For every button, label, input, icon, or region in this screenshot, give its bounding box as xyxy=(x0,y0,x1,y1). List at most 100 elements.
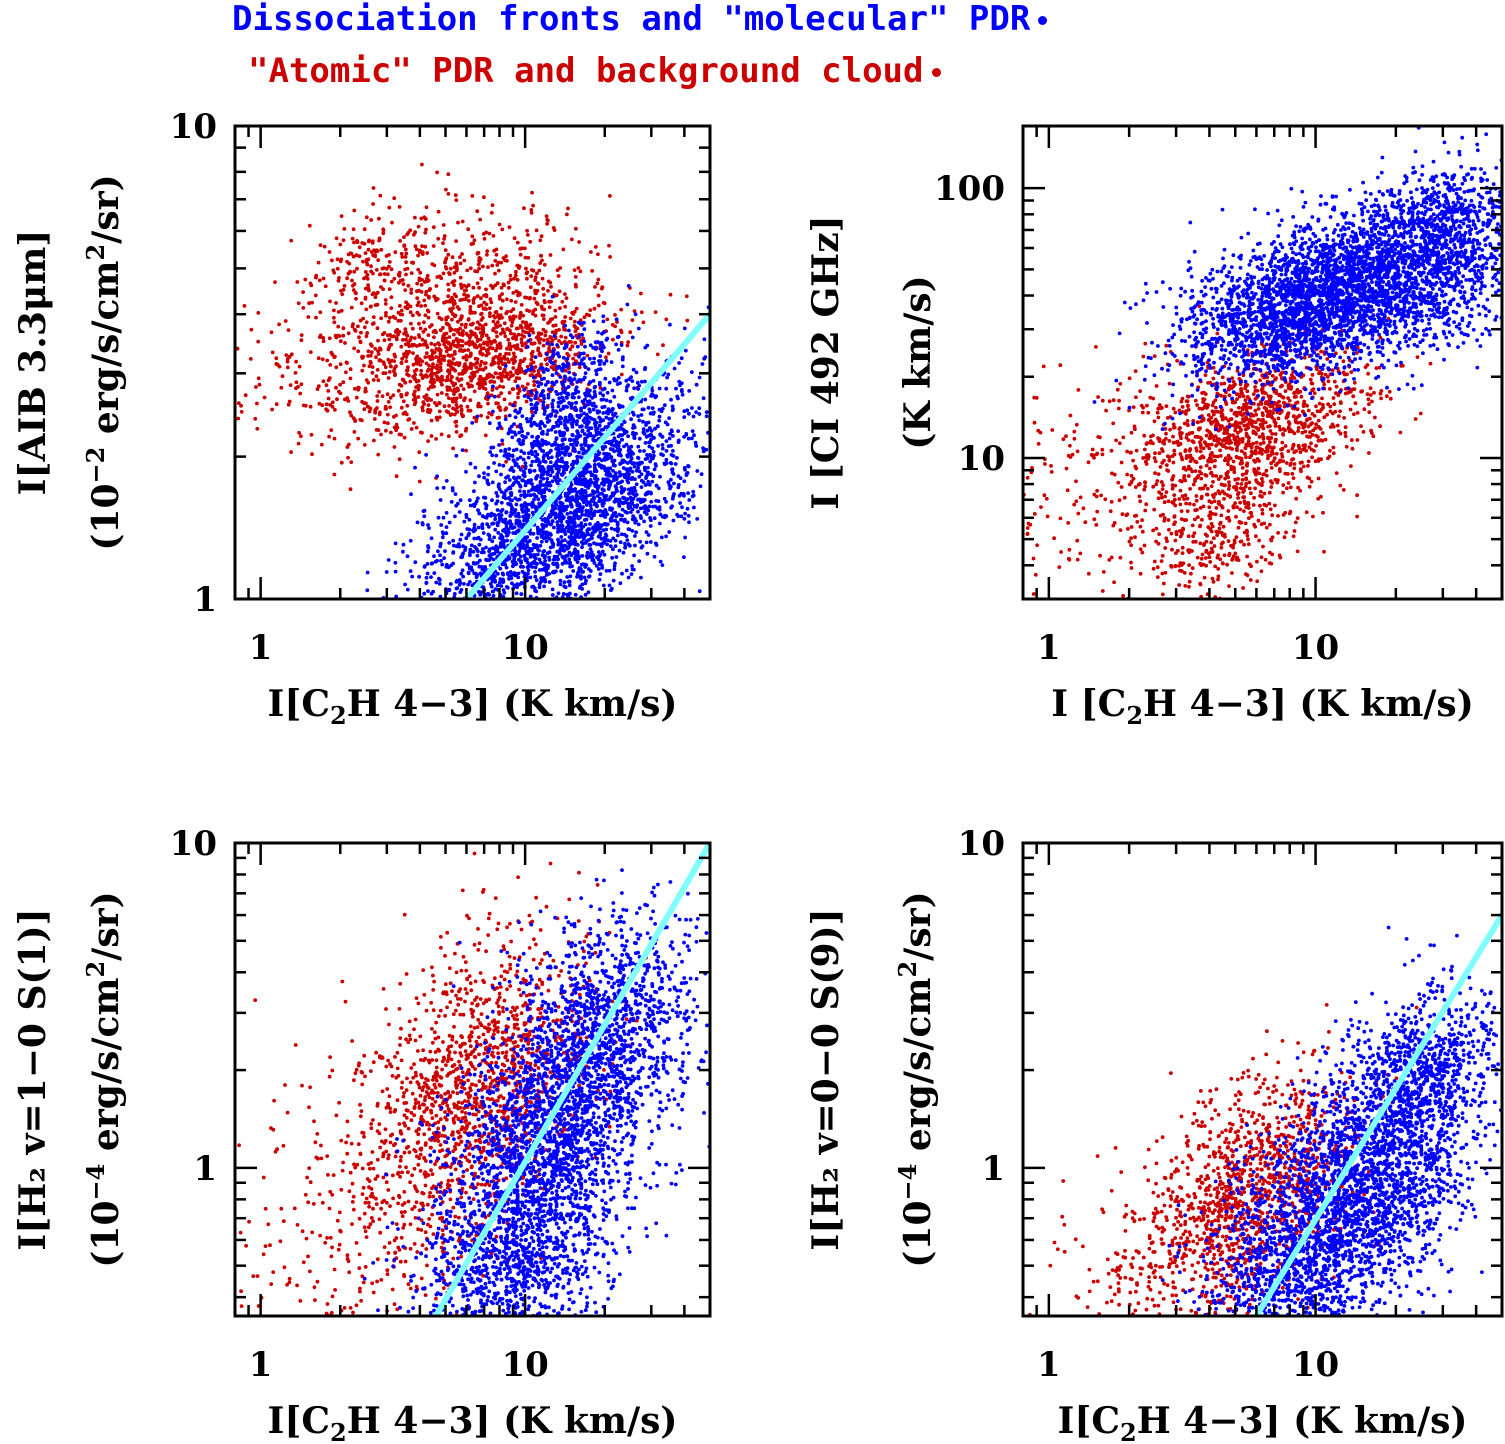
data-point xyxy=(569,502,574,507)
data-point xyxy=(574,422,579,427)
data-point xyxy=(476,525,481,530)
data-point xyxy=(637,559,642,563)
data-point xyxy=(422,280,427,284)
data-point xyxy=(484,302,489,307)
data-point xyxy=(525,493,530,498)
data-point xyxy=(481,346,485,351)
data-point xyxy=(555,600,559,604)
data-point xyxy=(438,498,443,502)
data-point xyxy=(540,258,544,263)
data-point xyxy=(408,379,413,384)
data-point xyxy=(475,536,479,541)
data-point xyxy=(464,341,468,346)
data-point xyxy=(457,372,462,376)
data-point xyxy=(318,333,323,338)
data-point xyxy=(539,579,543,584)
data-point xyxy=(458,255,462,259)
data-point xyxy=(443,248,448,253)
data-point xyxy=(551,408,555,413)
data-point xyxy=(430,561,435,566)
data-point xyxy=(470,310,475,315)
data-point xyxy=(518,467,523,472)
data-point xyxy=(295,280,300,284)
data-point xyxy=(508,485,512,490)
data-point xyxy=(519,564,523,569)
data-point xyxy=(429,398,434,402)
data-point xyxy=(433,296,438,301)
data-point xyxy=(417,450,422,455)
data-point xyxy=(424,575,429,580)
data-point xyxy=(477,382,482,387)
data-point xyxy=(587,482,592,487)
data-point xyxy=(453,301,457,306)
data-point xyxy=(582,411,586,416)
data-point xyxy=(190,355,194,359)
data-point xyxy=(605,317,610,322)
data-point xyxy=(335,257,340,262)
data-point xyxy=(542,549,547,553)
data-point xyxy=(487,592,491,597)
data-point xyxy=(520,429,524,434)
data-point xyxy=(557,396,562,401)
data-point xyxy=(619,453,623,458)
data-point xyxy=(389,279,394,284)
data-point xyxy=(404,653,408,657)
data-point xyxy=(420,430,424,435)
data-point xyxy=(585,417,589,421)
data-point xyxy=(565,504,570,509)
data-point xyxy=(603,532,608,537)
data-point xyxy=(454,424,459,428)
data-point xyxy=(522,451,527,456)
data-point xyxy=(653,426,657,431)
data-point xyxy=(532,559,537,564)
data-point xyxy=(565,592,569,597)
data-point xyxy=(377,216,381,221)
data-point xyxy=(629,397,634,402)
data-point xyxy=(593,509,597,514)
data-point xyxy=(490,480,495,485)
data-point xyxy=(536,281,540,286)
data-point xyxy=(520,369,525,374)
data-point xyxy=(497,268,501,273)
data-point xyxy=(465,268,470,273)
data-point xyxy=(286,402,291,407)
data-point xyxy=(518,422,523,427)
data-point xyxy=(503,480,507,485)
data-point xyxy=(366,247,371,252)
data-point xyxy=(437,582,442,586)
data-point xyxy=(550,593,555,597)
data-point xyxy=(558,375,563,379)
data-point xyxy=(531,203,535,208)
data-point xyxy=(602,480,607,485)
data-point xyxy=(447,271,451,275)
data-point xyxy=(446,434,451,439)
data-point xyxy=(580,448,585,452)
data-point xyxy=(606,469,611,473)
data-point xyxy=(594,564,599,568)
data-point xyxy=(545,476,550,481)
data-point xyxy=(495,281,500,285)
data-point xyxy=(533,618,537,622)
data-point xyxy=(678,476,683,481)
data-point xyxy=(468,353,473,358)
data-point xyxy=(399,360,404,365)
data-point xyxy=(326,389,331,393)
data-point xyxy=(473,331,477,336)
data-point xyxy=(721,454,725,458)
data-point xyxy=(524,341,528,346)
data-point xyxy=(536,531,541,535)
data-point xyxy=(405,352,410,356)
data-point xyxy=(584,563,589,567)
data-point xyxy=(631,451,635,456)
data-point xyxy=(543,559,547,563)
data-point xyxy=(426,315,431,320)
data-point xyxy=(372,438,376,443)
data-point xyxy=(500,571,505,576)
data-point xyxy=(676,429,681,433)
data-point xyxy=(614,439,619,444)
data-point xyxy=(602,361,607,366)
data-point xyxy=(401,399,406,404)
data-point xyxy=(563,532,568,536)
data-point xyxy=(610,556,615,560)
data-point xyxy=(310,452,314,457)
